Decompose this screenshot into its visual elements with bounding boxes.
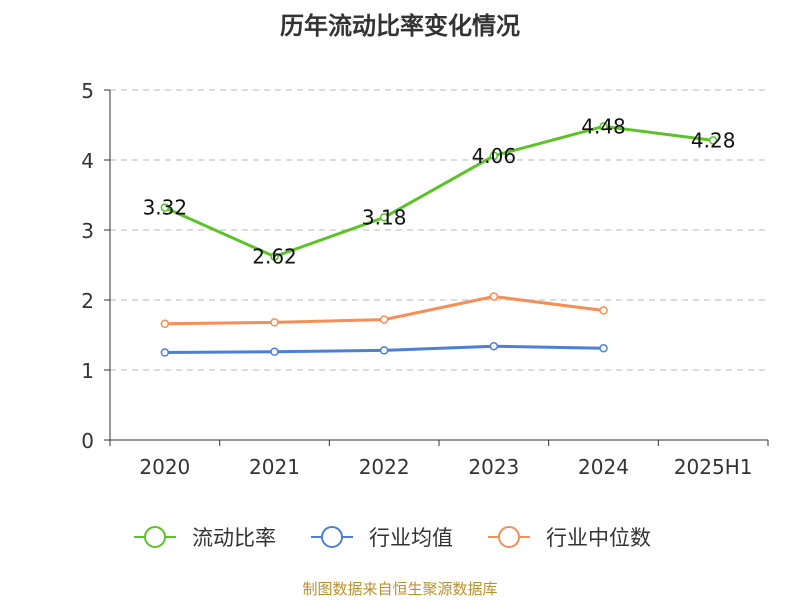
data-point: [270, 347, 279, 357]
data-point: [160, 319, 170, 329]
y-tick-label: 2: [81, 289, 94, 313]
data-point: [489, 341, 499, 351]
data-point: [270, 252, 279, 261]
data-label: 4.06: [472, 144, 517, 168]
y-tick-label: 3: [81, 219, 94, 243]
data-point: [489, 151, 499, 161]
y-tick-label: 0: [81, 429, 94, 453]
x-tick-label: 2024: [578, 455, 629, 479]
x-tick-label: 2023: [468, 455, 519, 479]
data-point: [160, 203, 170, 212]
data-point: [708, 136, 718, 145]
data-point: [379, 346, 389, 355]
y-tick-label: 4: [81, 149, 94, 173]
x-tick-label: 2022: [359, 455, 410, 479]
data-point: [599, 344, 608, 353]
legend-marker: [144, 526, 166, 548]
x-tick-label: 2020: [139, 455, 190, 479]
data-point: [599, 122, 608, 131]
series-line: [164, 124, 714, 259]
x-tick-label: 2021: [249, 455, 300, 479]
data-point: [599, 306, 608, 315]
data-label: 2.62: [252, 245, 297, 269]
data-point: [270, 318, 279, 327]
x-tick-label: 2025H1: [674, 455, 753, 479]
data-label: 3.18: [362, 205, 407, 229]
data-point: [379, 213, 389, 222]
chart-title: 历年流动比率变化情况: [280, 12, 520, 40]
data-label: 3.32: [143, 196, 188, 220]
legend-label: 行业中位数: [546, 526, 651, 550]
data-label: 4.28: [691, 128, 736, 152]
legend-marker: [321, 526, 343, 548]
data-label: 4.48: [581, 114, 626, 138]
legend-label: 行业均值: [369, 526, 453, 550]
legend-label: 流动比率: [192, 526, 276, 550]
legend-marker: [498, 526, 520, 548]
y-tick-label: 1: [81, 359, 94, 383]
data-point: [489, 292, 499, 301]
data-source-note: 制图数据来自恒生聚源数据库: [302, 580, 498, 598]
data-point: [160, 348, 170, 357]
y-tick-label: 5: [81, 79, 94, 103]
data-point: [379, 315, 389, 324]
